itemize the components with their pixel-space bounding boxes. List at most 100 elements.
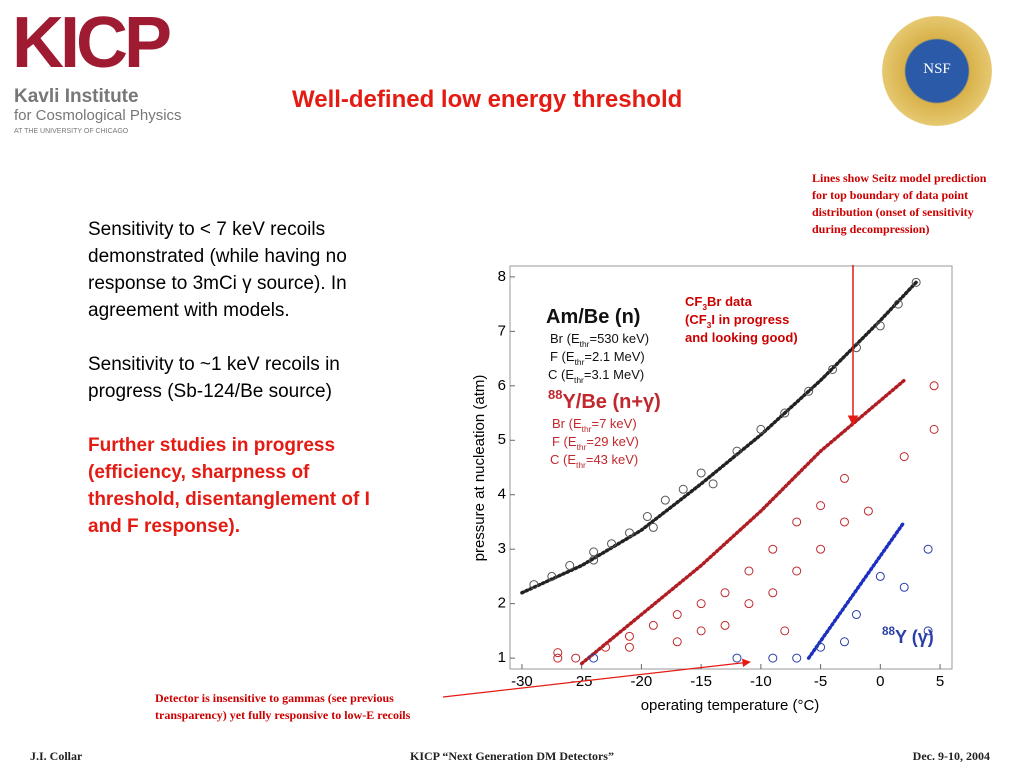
point: [816, 544, 826, 554]
point: [792, 566, 802, 576]
point: [839, 473, 849, 483]
legend-title: Am/Be (n): [546, 306, 640, 328]
point: [839, 517, 849, 527]
point: [923, 544, 933, 554]
point: [589, 555, 599, 565]
model-line: [806, 520, 906, 660]
point: [696, 599, 706, 609]
point: [696, 468, 706, 478]
text-part: I in progress: [711, 312, 789, 327]
point: [875, 571, 885, 581]
text-part: 3: [702, 302, 707, 312]
text-part: =7 keV): [591, 416, 636, 431]
logo-line: AT THE UNIVERSITY OF CHICAGO: [14, 128, 129, 135]
text-part: thr: [575, 357, 585, 367]
text-part: thr: [582, 424, 592, 434]
y-tick-label: 2: [498, 595, 506, 612]
x-tick-label: 0: [876, 673, 884, 690]
text-part: 88: [882, 625, 896, 638]
arrow: [442, 658, 751, 698]
point: [648, 620, 658, 630]
y-tick-label: 8: [498, 268, 506, 285]
point: [816, 501, 826, 511]
y-tick-label: 3: [498, 540, 506, 557]
point: [708, 479, 718, 489]
highlight: Further studies in progress (efficiency,…: [88, 435, 370, 537]
x-tick-label: -10: [750, 673, 772, 690]
text-part: C (E: [548, 367, 574, 382]
point: [648, 522, 658, 532]
point: [720, 588, 730, 598]
point: [899, 582, 909, 592]
point: [720, 620, 730, 630]
y-tick-label: 6: [498, 377, 506, 394]
point: [624, 528, 634, 538]
paragraph: Sensitivity to < 7 keV recoils demonstra…: [88, 219, 347, 321]
point: [792, 653, 802, 663]
text-part: Br data: [707, 294, 753, 309]
point: [678, 484, 688, 494]
text-part: =2.1 MeV): [584, 349, 644, 364]
text-part: and looking good): [685, 330, 798, 345]
x-tick-label: -5: [814, 673, 827, 690]
point: [893, 299, 903, 309]
text-part: Y (γ): [895, 627, 934, 647]
model-line: [520, 280, 918, 595]
x-axis-label: operating temperature (°C): [641, 697, 820, 714]
point: [828, 364, 838, 374]
text-part: 3: [707, 320, 712, 330]
point: [529, 580, 539, 590]
point: [768, 544, 778, 554]
y-tick-label: 5: [498, 431, 506, 448]
y-axis-label: pressure at nucleation (atm): [471, 375, 488, 562]
point: [863, 506, 873, 516]
point: [589, 653, 599, 663]
point: [607, 539, 617, 549]
point: [744, 566, 754, 576]
point: [553, 648, 563, 658]
point: [642, 512, 652, 522]
point: [911, 277, 921, 287]
footer-right: Dec. 9-10, 2004: [912, 749, 990, 763]
text-part: thr: [580, 339, 590, 349]
legend-entry: F (Ethr=29 keV): [552, 434, 639, 452]
text-part: Br (E: [550, 331, 580, 346]
footer-center: KICP “Next Generation DM Detectors”: [410, 749, 614, 763]
point: [929, 381, 939, 391]
text-part: Y/Be (n+γ): [562, 391, 660, 413]
point: [571, 653, 581, 663]
note-line: Detector is insensitive to gammas (see p…: [155, 691, 394, 705]
point: [553, 653, 563, 663]
text-part: thr: [574, 375, 584, 385]
note-cf3: and looking good): [685, 330, 798, 345]
point: [624, 642, 634, 652]
x-tick-label: -30: [511, 673, 533, 690]
legend-entry: Br (Ethr=530 keV): [550, 331, 649, 349]
legend-title: 88Y/Be (n+γ): [548, 387, 661, 413]
note-model: Lines show Seitz model prediction for to…: [812, 171, 987, 236]
point: [929, 424, 939, 434]
y-tick-label: 7: [498, 322, 506, 339]
plot-frame: [509, 265, 953, 670]
text-part: =29 keV): [586, 434, 638, 449]
point: [601, 642, 611, 652]
model-line: [579, 378, 906, 666]
y-tick-label: 1: [498, 649, 506, 666]
point: [875, 321, 885, 331]
x-tick-label: -20: [631, 673, 653, 690]
y-tick-label: 4: [498, 486, 506, 503]
logo-mark: KICP: [12, 3, 172, 83]
legend-entry: Br (Ethr=7 keV): [552, 416, 637, 434]
footer-left: J.I. Collar: [30, 749, 83, 763]
text-part: F (E: [550, 349, 575, 364]
point: [696, 626, 706, 636]
point: [780, 626, 790, 636]
text-part: (CF: [685, 312, 707, 327]
legend-entry: C (Ethr=3.1 MeV): [548, 367, 644, 385]
text-part: 88: [548, 387, 562, 402]
body: Sensitivity to < 7 keV recoils demonstra…: [88, 216, 408, 540]
text-part: =3.1 MeV): [584, 367, 644, 382]
text-part: =530 keV): [589, 331, 649, 346]
